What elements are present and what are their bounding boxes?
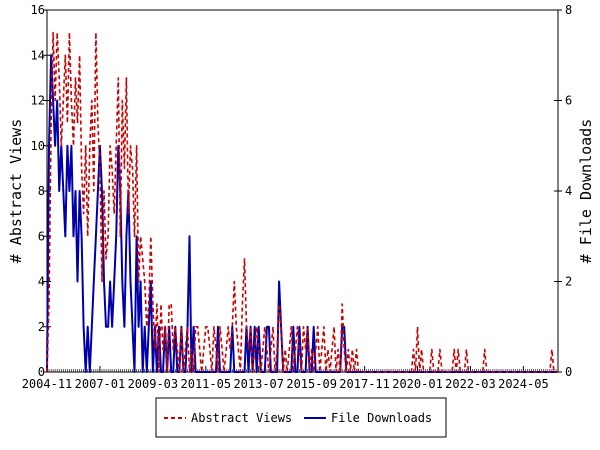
- x-tick-label: 2022-03: [445, 377, 496, 391]
- y2-tick-label: 0: [565, 365, 572, 379]
- y-axis-title: # Abstract Views: [7, 119, 25, 264]
- y-tick-label: 4: [38, 275, 45, 289]
- legend-label-file-downloads: File Downloads: [331, 411, 432, 425]
- y2-tick-label: 4: [565, 184, 572, 198]
- x-tick-label: 2004-11: [22, 377, 73, 391]
- y-tick-label: 2: [38, 320, 45, 334]
- series-line-abstract-views: [46, 31, 558, 373]
- y-tick-label: 0: [38, 365, 45, 379]
- y-tick-label: 6: [38, 229, 45, 243]
- x-tick-label: 2007-01: [75, 377, 126, 391]
- y2-tick-label: 2: [565, 275, 572, 289]
- x-tick-label: 2013-07: [233, 377, 284, 391]
- y2-tick-label: 6: [565, 94, 572, 108]
- y-tick-label: 10: [31, 139, 45, 153]
- x-tick-label: 2020-01: [392, 377, 443, 391]
- x-axis: 2004-11 2007-01 2009-03 2011-05 2013-07 2015-…: [22, 366, 549, 391]
- legend: Abstract Views File Downloads: [155, 397, 447, 438]
- x-tick-label: 2024-05: [498, 377, 549, 391]
- y2-tick-label: 8: [565, 3, 572, 17]
- y2-axis-title: # File Downloads: [577, 119, 595, 264]
- y-tick-label: 12: [31, 94, 45, 108]
- series-layer: [46, 31, 558, 373]
- y-axis-right: 0 2 4 6 8: [554, 3, 572, 379]
- x-tick-label: 2017-11: [339, 377, 390, 391]
- legend-label-abstract-views: Abstract Views: [191, 411, 292, 425]
- y-tick-label: 8: [38, 184, 45, 198]
- legend-box: [155, 397, 447, 438]
- x-tick-label: 2011-05: [181, 377, 232, 391]
- x-tick-label: 2015-09: [286, 377, 337, 391]
- x-tick-label: 2009-03: [128, 377, 179, 391]
- y-tick-label: 14: [31, 48, 45, 62]
- y-tick-label: 16: [31, 3, 45, 17]
